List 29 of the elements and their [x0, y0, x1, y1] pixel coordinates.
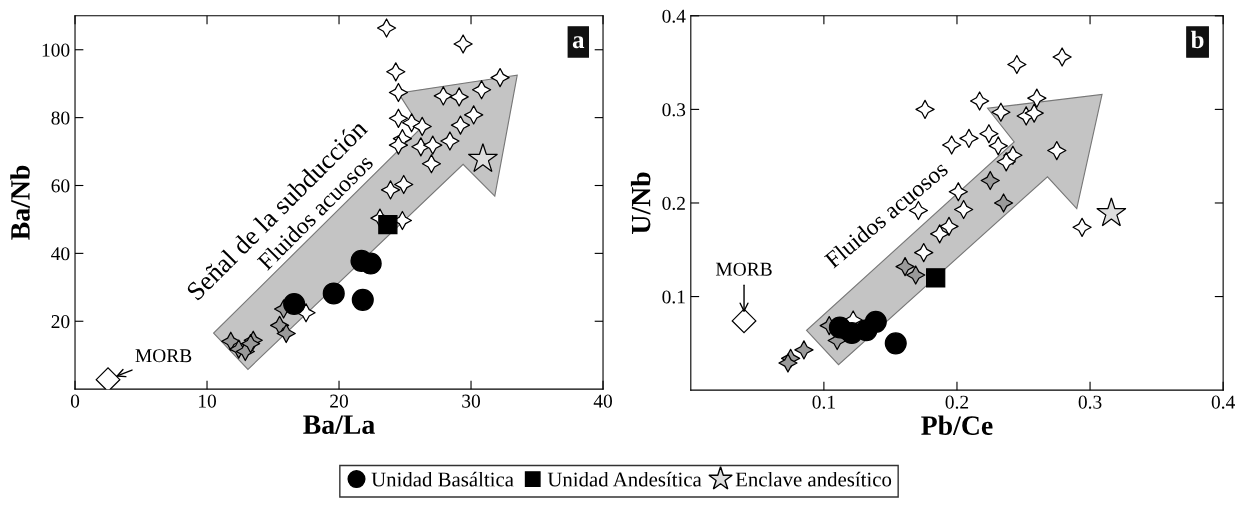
legend-label: Enclave andesítico [735, 471, 892, 487]
y-tick-label: 100 [42, 43, 70, 57]
y-tick-label: 80 [51, 111, 70, 125]
y-tick-label: 60 [51, 179, 70, 193]
y-tick-label: 40 [51, 247, 70, 261]
annotation: b [1190, 30, 1204, 49]
x-tick-label: 10 [199, 394, 217, 408]
y-axis-title: U/Nb [630, 172, 651, 234]
x-axis-title: Ba/La [303, 415, 375, 434]
x-tick-label: 20 [330, 394, 349, 408]
y-tick-label: 0.1 [662, 290, 685, 304]
annotation: MORB [135, 349, 192, 363]
x-tick-label: 0.1 [812, 395, 835, 409]
y-tick-label: 0.3 [662, 103, 686, 117]
y-axis-title: Ba/Nb [10, 165, 30, 240]
annotation: a [572, 36, 585, 49]
annotation: MORB [715, 262, 772, 276]
x-tick-label: 0.4 [1211, 395, 1235, 409]
legend-label: Unidad Andesítica [547, 471, 702, 487]
y-tick-label: 0.4 [662, 9, 686, 23]
x-tick-label: 40 [593, 394, 613, 408]
x-tick-label: 0 [70, 394, 80, 408]
legend-label: Unidad Basáltica [371, 471, 514, 487]
x-tick-label: 0.2 [945, 395, 969, 409]
x-tick-label: 30 [462, 394, 481, 408]
x-tick-label: 0.3 [1078, 395, 1102, 409]
y-tick-label: 20 [51, 315, 70, 329]
x-axis-title: Pb/Ce [921, 415, 993, 435]
y-tick-label: 0.2 [662, 196, 685, 210]
